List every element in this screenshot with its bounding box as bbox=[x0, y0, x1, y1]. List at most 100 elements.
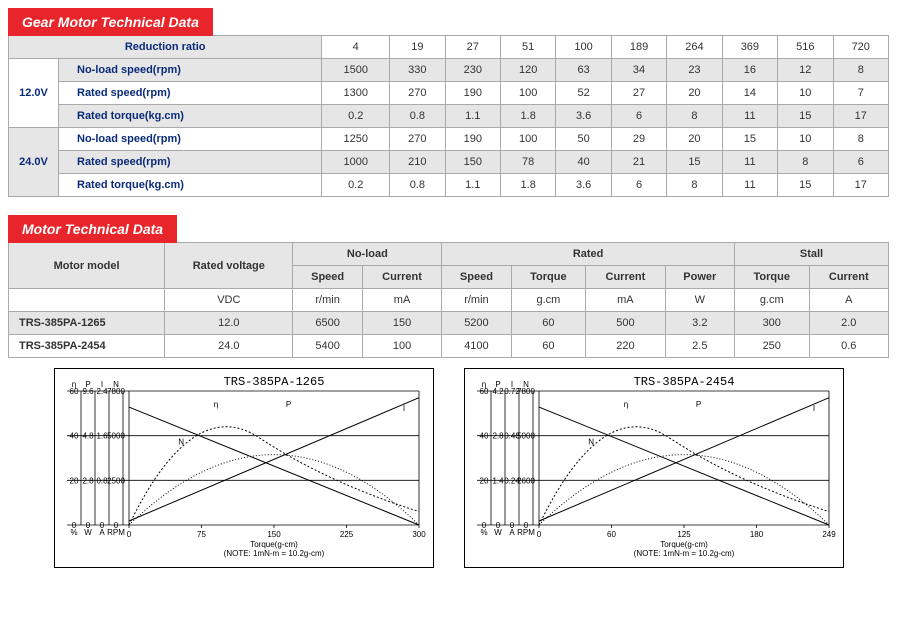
unit: mA bbox=[362, 289, 441, 312]
cell: 8 bbox=[833, 128, 889, 151]
cell: 1250 bbox=[322, 128, 390, 151]
svg-text:125: 125 bbox=[677, 530, 691, 539]
svg-text:Torque(g-cm): Torque(g-cm) bbox=[660, 540, 708, 549]
cell: 5200 bbox=[442, 312, 511, 335]
cell: 2.0 bbox=[809, 312, 888, 335]
ratio: 19 bbox=[390, 36, 445, 59]
cell: 0.6 bbox=[809, 335, 888, 358]
cell: 12 bbox=[778, 59, 833, 82]
unit: W bbox=[665, 289, 734, 312]
ratio: 264 bbox=[667, 36, 722, 59]
col: Current bbox=[362, 266, 441, 289]
grp-rated: Rated bbox=[442, 243, 735, 266]
svg-text:%: % bbox=[480, 528, 487, 537]
unit: g.cm bbox=[511, 289, 586, 312]
svg-text:20: 20 bbox=[479, 476, 488, 485]
cell: 120 bbox=[500, 59, 555, 82]
cell: 270 bbox=[390, 82, 445, 105]
cell: 20 bbox=[667, 82, 722, 105]
unit: r/min bbox=[293, 289, 362, 312]
cell: 500 bbox=[586, 312, 665, 335]
svg-text:A: A bbox=[509, 528, 515, 537]
row-label: Rated torque(kg.cm) bbox=[59, 105, 322, 128]
cell: 20 bbox=[667, 128, 722, 151]
cell: 3.2 bbox=[665, 312, 734, 335]
svg-text:TRS-385PA-1265: TRS-385PA-1265 bbox=[223, 375, 324, 389]
model: TRS-385PA-1265 bbox=[9, 312, 165, 335]
svg-text:5000: 5000 bbox=[107, 432, 125, 441]
cell: 270 bbox=[390, 128, 445, 151]
unit: g.cm bbox=[734, 289, 809, 312]
col: Torque bbox=[734, 266, 809, 289]
charts-row: η6040200%P9.64.82.80WI2.41.60.80AN780050… bbox=[8, 368, 889, 568]
col: Speed bbox=[293, 266, 362, 289]
svg-text:W: W bbox=[494, 528, 502, 537]
cell: 8 bbox=[667, 105, 722, 128]
chart-right: η6040200%P4.22.81.40WI0.720.480.240AN780… bbox=[464, 368, 844, 568]
cell: 15 bbox=[722, 128, 777, 151]
cell: 220 bbox=[586, 335, 665, 358]
cell: 6 bbox=[611, 105, 666, 128]
svg-text:RPM: RPM bbox=[517, 528, 535, 537]
cell: 150 bbox=[362, 312, 441, 335]
cell: 300 bbox=[734, 312, 809, 335]
svg-text:40: 40 bbox=[479, 432, 488, 441]
cell: 100 bbox=[362, 335, 441, 358]
col: Speed bbox=[442, 266, 511, 289]
svg-text:60: 60 bbox=[479, 387, 488, 396]
cell: 1500 bbox=[322, 59, 390, 82]
svg-text:20: 20 bbox=[69, 476, 78, 485]
ratio: 369 bbox=[722, 36, 777, 59]
svg-text:60: 60 bbox=[607, 530, 616, 539]
cell: 230 bbox=[445, 59, 500, 82]
cell: 6 bbox=[833, 151, 889, 174]
unit-blank bbox=[9, 289, 165, 312]
svg-text:60: 60 bbox=[69, 387, 78, 396]
cell: 210 bbox=[390, 151, 445, 174]
col-voltage: Rated voltage bbox=[165, 243, 293, 289]
ratio-label: Reduction ratio bbox=[9, 36, 322, 59]
svg-text:2500: 2500 bbox=[107, 476, 125, 485]
cell: 10 bbox=[778, 82, 833, 105]
cell: 0.8 bbox=[390, 105, 445, 128]
cell: 15 bbox=[778, 105, 833, 128]
svg-text:A: A bbox=[99, 528, 105, 537]
cell: 15 bbox=[667, 151, 722, 174]
gear-header: Gear Motor Technical Data bbox=[8, 8, 213, 36]
row-label: No-load speed(rpm) bbox=[59, 128, 322, 151]
cell: 6 bbox=[611, 174, 666, 197]
svg-text:40: 40 bbox=[69, 432, 78, 441]
cell: 1300 bbox=[322, 82, 390, 105]
svg-text:(NOTE: 1mN-m = 10.2g-cm): (NOTE: 1mN-m = 10.2g-cm) bbox=[633, 549, 734, 558]
cell: 8 bbox=[833, 59, 889, 82]
svg-text:0: 0 bbox=[126, 530, 131, 539]
volt-12: 12.0V bbox=[9, 59, 59, 128]
cell: 17 bbox=[833, 174, 889, 197]
motor-header: Motor Technical Data bbox=[8, 215, 177, 243]
cell: 8 bbox=[778, 151, 833, 174]
row-label: Rated speed(rpm) bbox=[59, 151, 322, 174]
svg-text:TRS-385PA-2454: TRS-385PA-2454 bbox=[633, 375, 734, 389]
cell: 3.6 bbox=[556, 105, 611, 128]
svg-text:180: 180 bbox=[749, 530, 763, 539]
cell: 29 bbox=[611, 128, 666, 151]
unit: r/min bbox=[442, 289, 511, 312]
svg-text:RPM: RPM bbox=[107, 528, 125, 537]
cell: 15 bbox=[778, 174, 833, 197]
cell: 330 bbox=[390, 59, 445, 82]
cell: 190 bbox=[445, 128, 500, 151]
volt-24: 24.0V bbox=[9, 128, 59, 197]
cell: 24.0 bbox=[165, 335, 293, 358]
svg-text:Torque(g-cm): Torque(g-cm) bbox=[250, 540, 298, 549]
cell: 4100 bbox=[442, 335, 511, 358]
col-model: Motor model bbox=[9, 243, 165, 289]
row-label: Rated torque(kg.cm) bbox=[59, 174, 322, 197]
svg-text:2600: 2600 bbox=[517, 476, 535, 485]
gear-table: Reduction ratio 419275110018926436951672… bbox=[8, 35, 889, 197]
cell: 0.2 bbox=[322, 105, 390, 128]
svg-text:150: 150 bbox=[267, 530, 281, 539]
cell: 1.8 bbox=[500, 174, 555, 197]
cell: 17 bbox=[833, 105, 889, 128]
svg-text:9.6: 9.6 bbox=[82, 387, 94, 396]
cell: 1.8 bbox=[500, 105, 555, 128]
